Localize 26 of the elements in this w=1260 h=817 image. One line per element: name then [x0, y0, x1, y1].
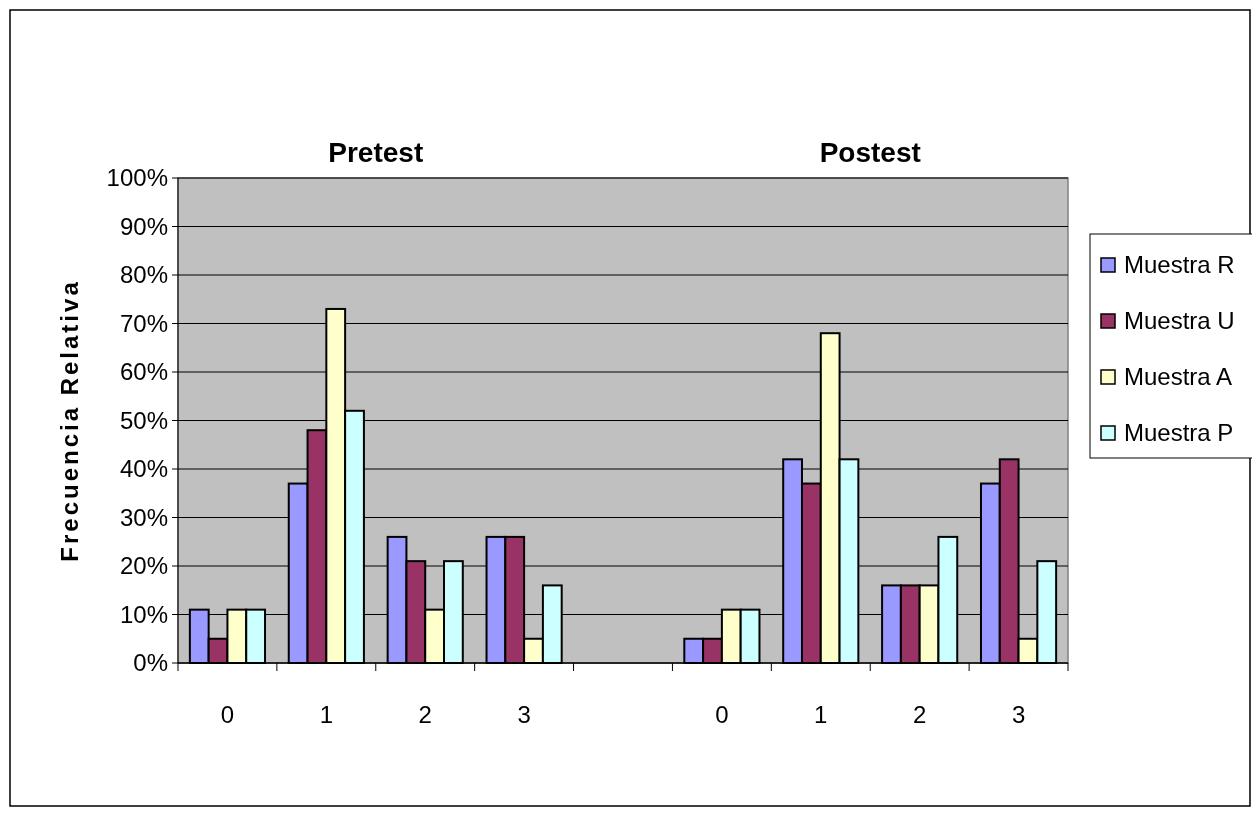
x-tick-label: 0 — [715, 701, 729, 728]
y-tick-label: 60% — [119, 358, 168, 386]
y-tick-label: 100% — [106, 164, 168, 192]
x-tick-label: 0 — [220, 701, 235, 728]
y-tick-label: 40% — [119, 455, 168, 483]
legend-label: Muestra U — [1124, 307, 1235, 335]
y-tick-label: 0% — [133, 649, 168, 677]
legend-label: Muestra R — [1124, 251, 1235, 279]
y-tick-label: 30% — [119, 503, 168, 531]
y-axis-title: Frecuencia Relativa — [56, 279, 83, 562]
x-tick-label: 2 — [912, 701, 927, 728]
y-tick-label: 50% — [119, 406, 168, 434]
x-tick-label: 3 — [517, 701, 531, 728]
y-tick-label: 80% — [119, 261, 168, 289]
x-tick-label: 1 — [319, 701, 334, 728]
y-tick-label: 20% — [119, 552, 168, 580]
x-tick-label: 2 — [418, 701, 432, 728]
y-tick-label: 90% — [119, 212, 168, 240]
y-tick-label: 10% — [119, 600, 168, 628]
text: Pretest — [328, 137, 424, 168]
y-tick-label: 70% — [119, 309, 168, 337]
legend-label: Muestra A — [1124, 363, 1233, 391]
text: Postest — [819, 137, 921, 168]
x-tick-label: 1 — [814, 701, 828, 728]
x-tick-label: 3 — [1011, 701, 1026, 728]
legend-label: Muestra P — [1124, 419, 1234, 447]
